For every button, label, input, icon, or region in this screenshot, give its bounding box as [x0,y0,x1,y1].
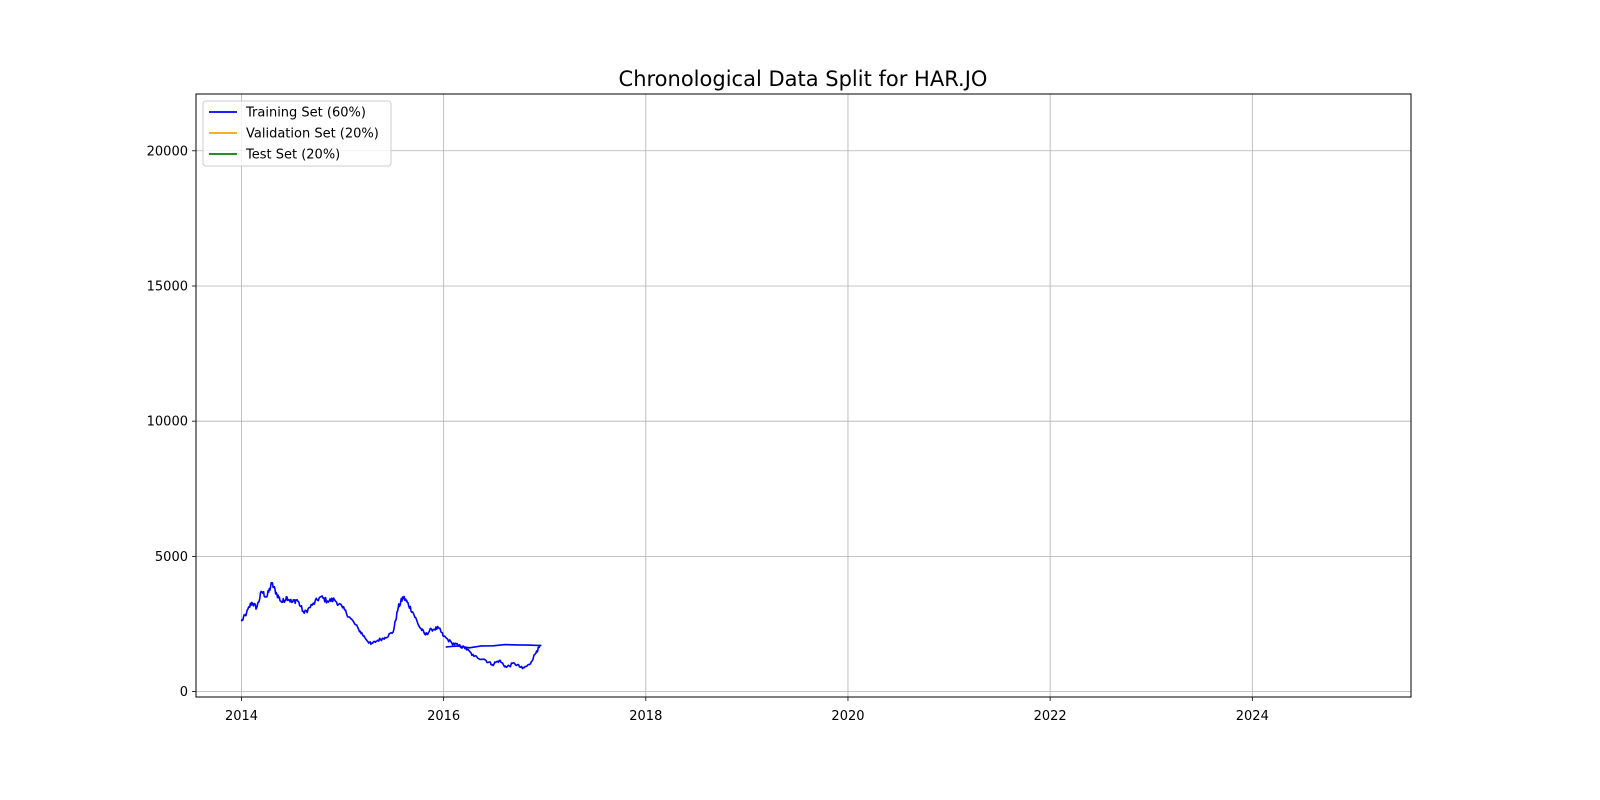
y-tick-label: 15000 [147,279,188,294]
y-tick-label: 0 [180,685,188,700]
y-tick-label: 5000 [155,550,188,565]
series-line-training [240,581,542,670]
x-tick-label: 2020 [831,709,864,724]
y-tick-label: 10000 [147,415,188,430]
legend-box [202,100,392,167]
series-layer [240,581,542,670]
chart-title: Chronological Data Split for HAR.JO [619,67,988,91]
x-tick-label: 2014 [225,709,258,724]
x-axis: 2014 2016 2018 2020 2022 2024 [225,697,1269,724]
x-tick-label: 2024 [1236,709,1269,724]
grid [196,94,1411,697]
x-tick-label: 2022 [1034,709,1067,724]
plot-frame [195,93,1412,698]
y-axis: 0 5000 10000 15000 20000 [147,144,196,700]
legend-label-training: Training Set (60%) [245,106,366,121]
legend: Training Set (60%) Validation Set (20%) … [202,100,392,167]
x-tick-label: 2018 [629,709,662,724]
legend-label-test: Test Set (20%) [245,148,340,163]
x-tick-label: 2016 [427,709,460,724]
legend-label-validation: Validation Set (20%) [246,127,379,142]
y-tick-label: 20000 [147,144,188,159]
